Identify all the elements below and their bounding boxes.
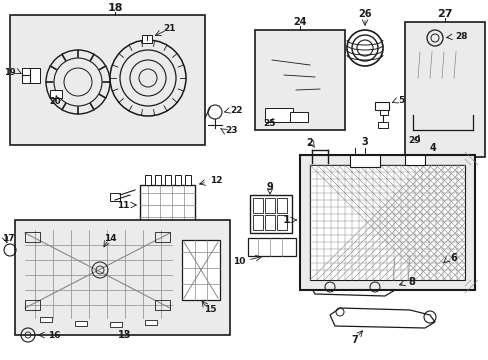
Bar [252, 215, 263, 230]
Text: 8: 8 [407, 277, 414, 287]
Text: 22: 22 [229, 105, 242, 114]
Text: 26: 26 [358, 9, 371, 19]
Text: 27: 27 [436, 9, 452, 19]
Bar [142, 35, 152, 43]
Bar [374, 102, 388, 110]
Bar [264, 215, 274, 230]
Text: 25: 25 [263, 118, 276, 127]
Bar [299, 155, 474, 290]
Text: 24: 24 [293, 17, 306, 27]
Text: 1: 1 [282, 215, 289, 225]
Text: 11: 11 [117, 201, 130, 210]
Bar [349, 155, 379, 167]
Bar [184, 175, 191, 185]
Text: 4: 4 [429, 143, 436, 153]
Bar [404, 155, 424, 165]
Bar [145, 320, 157, 325]
Bar [75, 321, 87, 326]
Text: 12: 12 [209, 176, 222, 185]
Bar [377, 122, 387, 128]
Text: 3: 3 [361, 137, 367, 147]
Text: 23: 23 [224, 126, 237, 135]
Bar [379, 110, 387, 115]
Text: 5: 5 [397, 95, 404, 104]
Bar [264, 198, 274, 213]
Bar [247, 238, 295, 256]
Bar [264, 108, 292, 122]
Text: 21: 21 [163, 23, 176, 32]
Text: 6: 6 [449, 253, 456, 263]
Bar [25, 232, 40, 242]
Bar [140, 185, 195, 230]
Bar [254, 30, 345, 130]
Bar [110, 193, 120, 201]
Bar [309, 165, 464, 280]
Bar [164, 175, 171, 185]
Bar [252, 198, 263, 213]
Bar [145, 175, 151, 185]
Text: 28: 28 [454, 32, 467, 41]
Text: 13: 13 [118, 330, 131, 340]
Bar [289, 112, 307, 122]
Bar [40, 317, 52, 322]
Text: 9: 9 [266, 182, 273, 192]
Text: 29: 29 [408, 135, 421, 144]
Bar [50, 90, 62, 98]
Bar [155, 300, 170, 310]
Bar [22, 68, 40, 83]
Bar [155, 175, 161, 185]
Text: 17: 17 [2, 234, 15, 243]
Text: 19: 19 [4, 68, 16, 77]
Text: 20: 20 [49, 96, 61, 105]
Text: 10: 10 [232, 257, 244, 266]
Bar [155, 232, 170, 242]
Bar [404, 22, 484, 157]
Text: 16: 16 [48, 330, 61, 339]
Bar [276, 198, 286, 213]
Text: 15: 15 [203, 306, 216, 315]
Bar [182, 240, 220, 300]
Text: 2: 2 [306, 138, 313, 148]
Bar [276, 215, 286, 230]
Bar [175, 175, 181, 185]
Text: 18: 18 [107, 3, 122, 13]
Bar [15, 220, 229, 335]
Bar [10, 15, 204, 145]
Text: 7: 7 [351, 335, 358, 345]
Bar [249, 195, 291, 233]
Bar [110, 322, 122, 327]
Text: 14: 14 [103, 234, 116, 243]
Bar [25, 300, 40, 310]
